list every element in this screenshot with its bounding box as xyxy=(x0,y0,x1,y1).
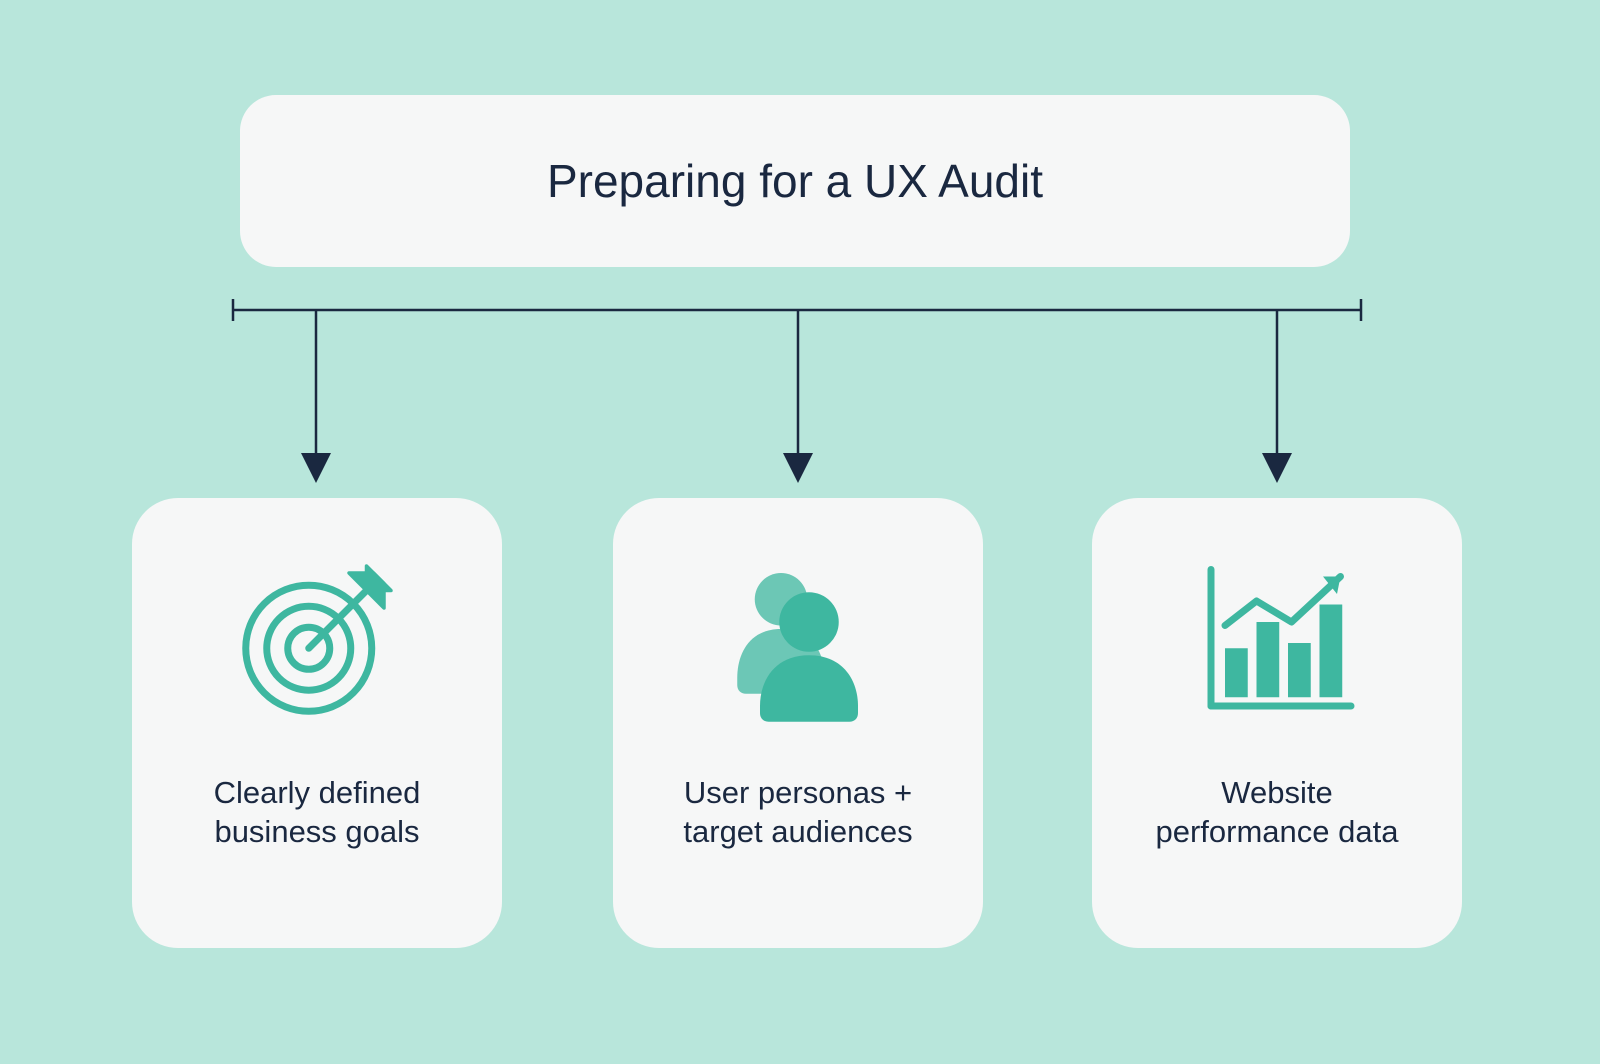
card-performance-data: Website performance data xyxy=(1092,498,1462,948)
chart-icon xyxy=(1182,544,1372,734)
title-text: Preparing for a UX Audit xyxy=(547,154,1043,208)
card-label: Website performance data xyxy=(1156,774,1399,852)
card-business-goals: Clearly defined business goals xyxy=(132,498,502,948)
people-icon xyxy=(703,544,893,734)
title-box: Preparing for a UX Audit xyxy=(240,95,1350,267)
card-user-personas: User personas + target audiences xyxy=(613,498,983,948)
card-label: Clearly defined business goals xyxy=(214,774,421,852)
target-icon xyxy=(222,544,412,734)
card-label: User personas + target audiences xyxy=(683,774,912,852)
infographic-canvas: Preparing for a UX Audit Clearly defined… xyxy=(0,0,1600,1064)
